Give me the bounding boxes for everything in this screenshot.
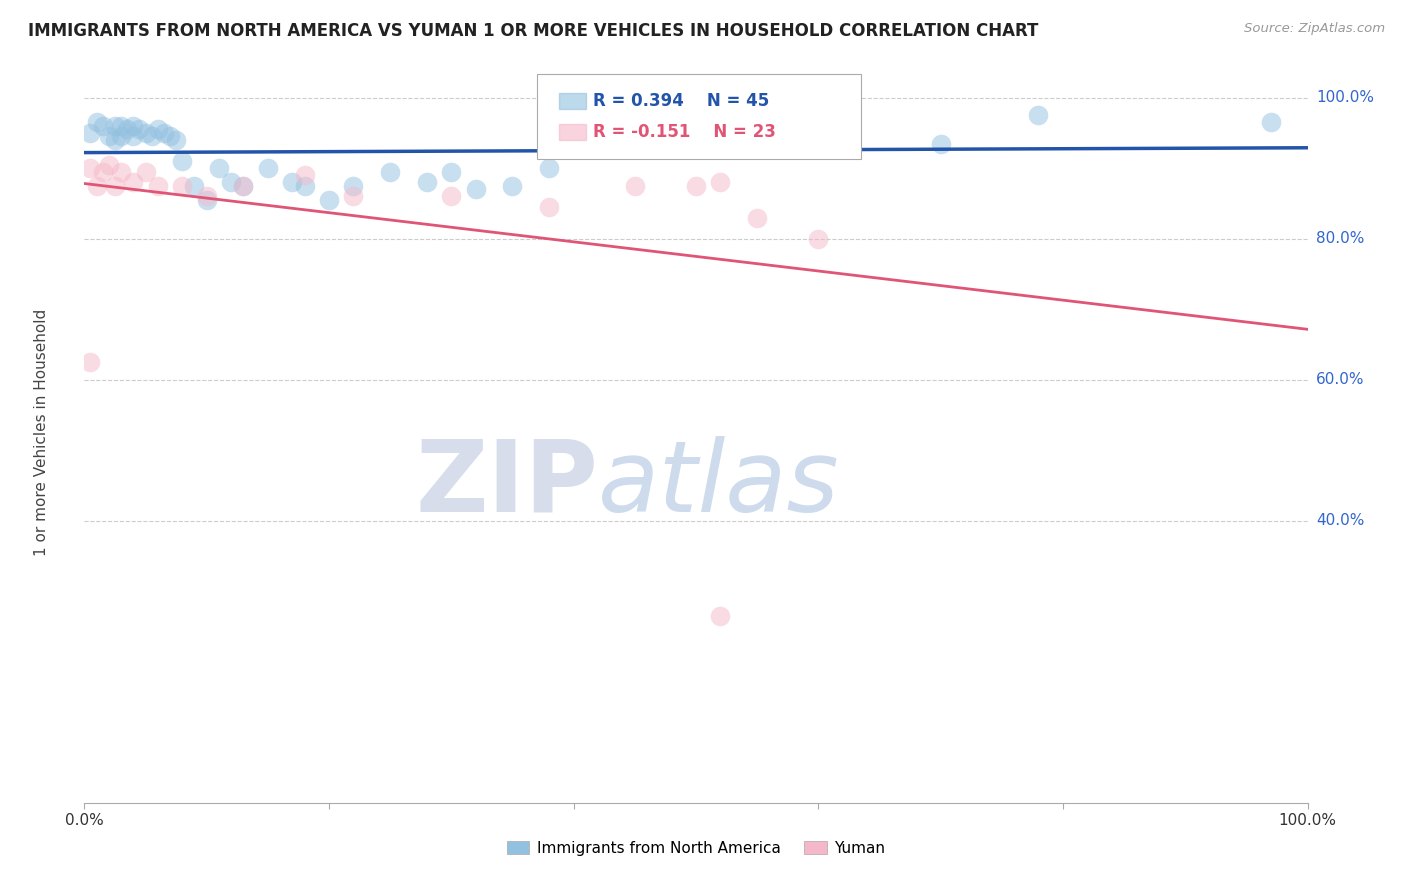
Point — [624, 140, 647, 154]
Text: 80.0%: 80.0% — [1316, 231, 1364, 246]
Point — [122, 119, 145, 133]
Point — [122, 175, 145, 189]
Point — [586, 133, 609, 147]
Point — [104, 133, 127, 147]
Point — [195, 193, 218, 207]
Point — [146, 122, 169, 136]
Point — [440, 165, 463, 179]
Point — [807, 232, 830, 246]
Point — [538, 161, 561, 176]
Point — [110, 165, 132, 179]
Point — [86, 178, 108, 193]
Point — [440, 189, 463, 203]
Point — [97, 129, 120, 144]
Point — [747, 211, 769, 225]
Point — [624, 178, 647, 193]
Point — [929, 136, 952, 151]
Text: atlas: atlas — [598, 436, 839, 533]
Point — [709, 609, 731, 624]
Point — [122, 129, 145, 144]
FancyBboxPatch shape — [560, 93, 586, 109]
Point — [232, 178, 254, 193]
Point — [104, 119, 127, 133]
Point — [153, 126, 176, 140]
Point — [294, 168, 316, 182]
Point — [709, 175, 731, 189]
Point — [294, 178, 316, 193]
Point — [685, 133, 707, 147]
Point — [219, 175, 242, 189]
Point — [165, 133, 187, 147]
Point — [183, 178, 205, 193]
FancyBboxPatch shape — [537, 73, 860, 159]
Point — [159, 129, 181, 144]
Point — [281, 175, 304, 189]
Point — [86, 115, 108, 129]
Point — [342, 189, 364, 203]
Point — [110, 119, 132, 133]
Point — [115, 122, 138, 136]
Text: ZIP: ZIP — [415, 436, 598, 533]
Point — [1028, 108, 1050, 122]
Point — [318, 193, 340, 207]
Point — [502, 178, 524, 193]
Point — [1260, 115, 1282, 129]
Point — [538, 200, 561, 214]
Point — [141, 129, 163, 144]
Point — [79, 161, 101, 176]
Point — [79, 126, 101, 140]
Point — [380, 165, 402, 179]
Point — [747, 140, 769, 154]
Text: IMMIGRANTS FROM NORTH AMERICA VS YUMAN 1 OR MORE VEHICLES IN HOUSEHOLD CORRELATI: IMMIGRANTS FROM NORTH AMERICA VS YUMAN 1… — [28, 22, 1039, 40]
Point — [208, 161, 231, 176]
Legend: Immigrants from North America, Yuman: Immigrants from North America, Yuman — [501, 835, 891, 862]
Point — [79, 355, 101, 369]
Point — [783, 129, 806, 144]
Point — [110, 129, 132, 144]
Point — [91, 165, 114, 179]
Point — [464, 182, 486, 196]
Text: 1 or more Vehicles in Household: 1 or more Vehicles in Household — [34, 309, 49, 557]
Point — [146, 178, 169, 193]
Point — [416, 175, 439, 189]
Point — [709, 136, 731, 151]
Text: R = 0.394    N = 45: R = 0.394 N = 45 — [593, 92, 769, 110]
FancyBboxPatch shape — [560, 124, 586, 140]
Point — [104, 178, 127, 193]
Point — [172, 178, 194, 193]
Point — [257, 161, 280, 176]
Point — [97, 158, 120, 172]
Point — [135, 126, 157, 140]
Text: 40.0%: 40.0% — [1316, 513, 1364, 528]
Point — [342, 178, 364, 193]
Text: 60.0%: 60.0% — [1316, 372, 1364, 387]
Text: R = -0.151    N = 23: R = -0.151 N = 23 — [593, 123, 776, 141]
Point — [91, 119, 114, 133]
Point — [195, 189, 218, 203]
Point — [232, 178, 254, 193]
Point — [128, 122, 150, 136]
Point — [172, 154, 194, 169]
Text: 100.0%: 100.0% — [1316, 90, 1374, 105]
Point — [135, 165, 157, 179]
Point — [685, 178, 707, 193]
Text: Source: ZipAtlas.com: Source: ZipAtlas.com — [1244, 22, 1385, 36]
Point — [661, 126, 683, 140]
